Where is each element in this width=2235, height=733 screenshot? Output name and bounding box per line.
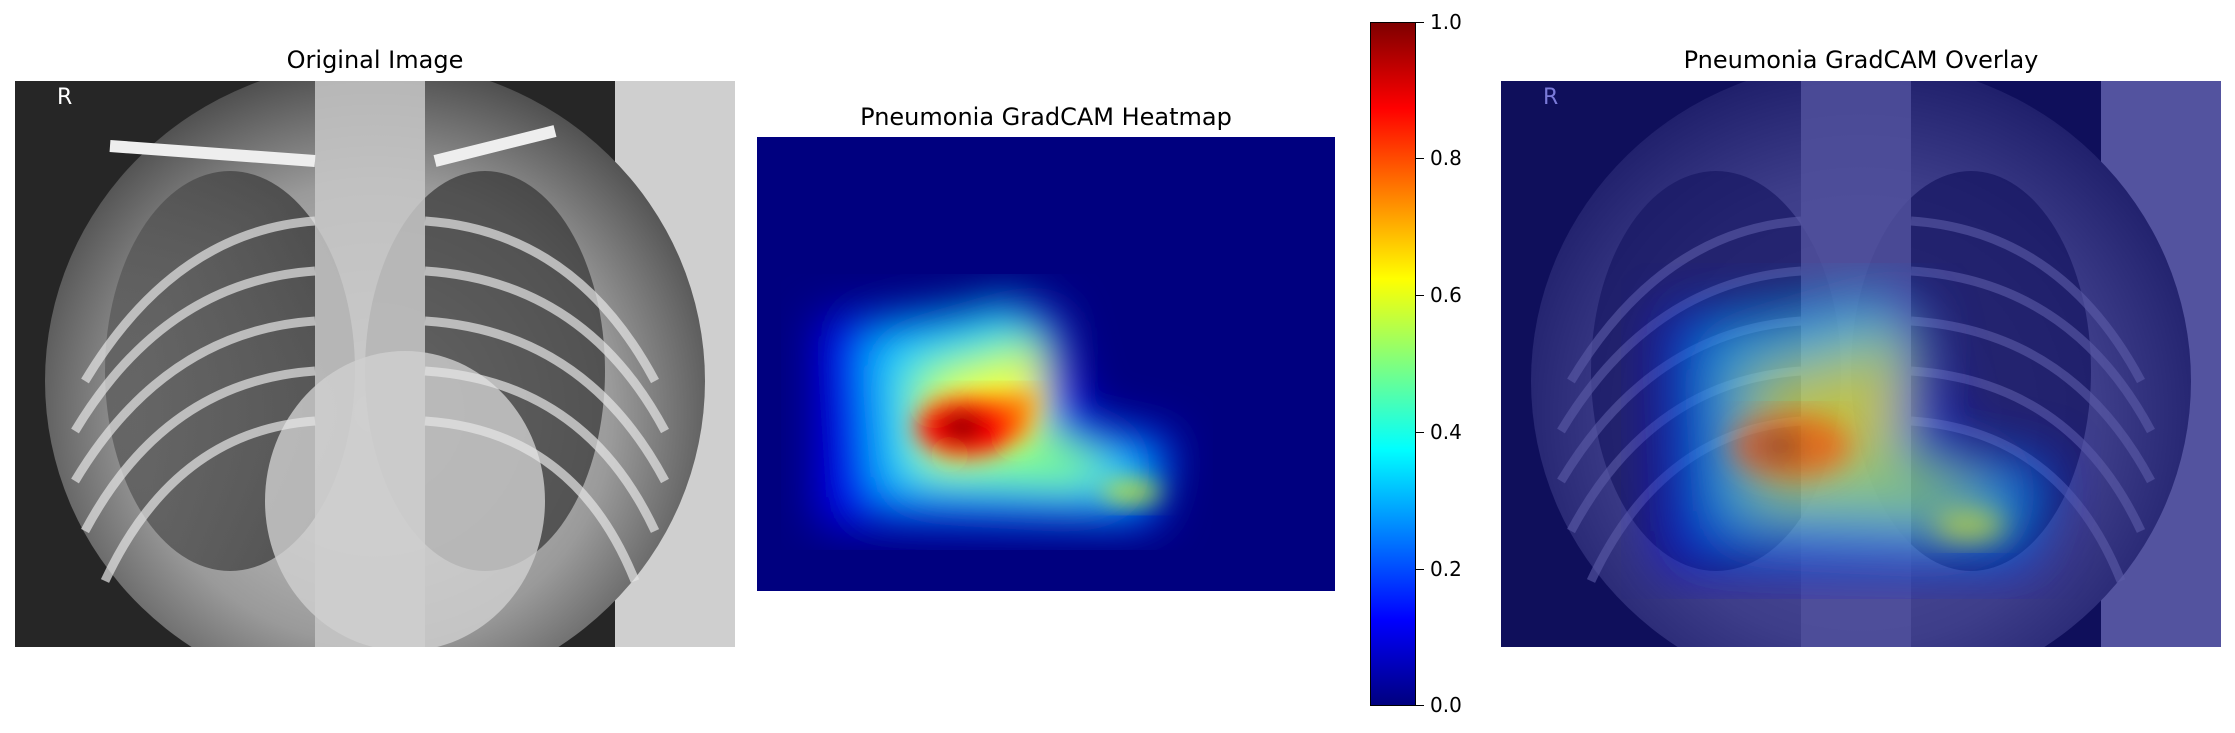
colorbar-tick-label: 1.0 xyxy=(1430,10,1462,34)
gradcam-overlay-image: R xyxy=(1501,81,2221,647)
colorbar-tick xyxy=(1416,295,1424,296)
colorbar-tick-label: 0.0 xyxy=(1430,693,1462,717)
gradcam-heatmap xyxy=(757,137,1335,591)
original-xray-image: R xyxy=(15,81,735,647)
colorbar-gradient xyxy=(1370,22,1416,706)
orientation-marker: R xyxy=(57,85,73,110)
colorbar-tick-label: 0.4 xyxy=(1430,420,1462,444)
heatmap-title: Pneumonia GradCAM Heatmap xyxy=(860,103,1232,131)
colorbar-tick xyxy=(1416,22,1424,23)
colorbar-tick xyxy=(1416,158,1424,159)
orientation-marker: R xyxy=(1543,85,1559,110)
colorbar-tick xyxy=(1416,432,1424,433)
colorbar: 1.0 0.8 0.6 0.4 0.2 0.0 xyxy=(1370,12,1462,715)
colorbar-tick xyxy=(1416,705,1424,706)
colorbar-tick-label: 0.6 xyxy=(1430,283,1462,307)
colorbar-tick xyxy=(1416,569,1424,570)
colorbar-tick-label: 0.8 xyxy=(1430,146,1462,170)
original-image-title: Original Image xyxy=(286,46,464,74)
overlay-title: Pneumonia GradCAM Overlay xyxy=(1683,46,2039,74)
colorbar-tick-label: 0.2 xyxy=(1430,557,1462,581)
